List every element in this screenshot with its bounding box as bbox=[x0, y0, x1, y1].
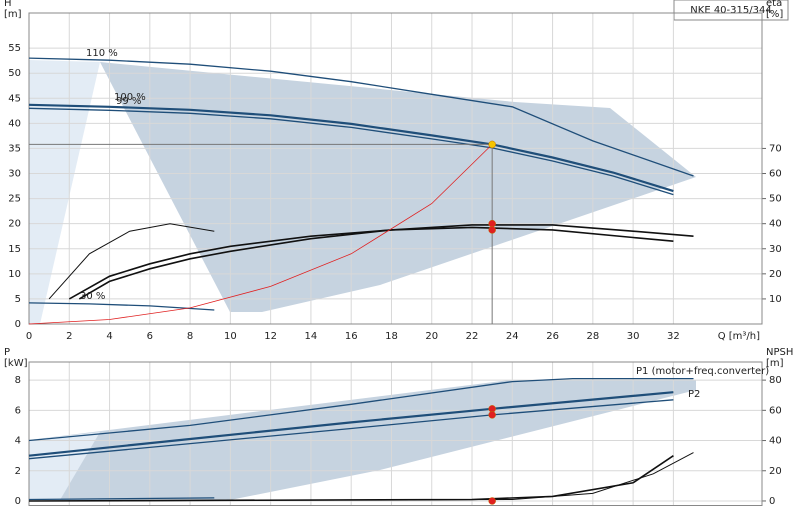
x-tick-label: 8 bbox=[187, 331, 193, 342]
curve-label: P1 (motor+freq.converter) bbox=[636, 366, 769, 377]
y2-tick-label: 80 bbox=[769, 375, 782, 386]
y-tick-label: 50 bbox=[8, 68, 21, 79]
curve-label: P2 bbox=[688, 389, 700, 400]
operating-point bbox=[488, 411, 496, 419]
y2-tick-label: 30 bbox=[769, 244, 782, 255]
y-tick-label: 35 bbox=[8, 143, 21, 154]
y-axis-label: [m] bbox=[4, 9, 22, 20]
y2-tick-label: 20 bbox=[769, 269, 782, 280]
curve-label: 110 % bbox=[86, 48, 118, 59]
curve-label: 100 % bbox=[114, 92, 146, 103]
y-tick-label: 8 bbox=[15, 375, 21, 386]
curve bbox=[28, 399, 674, 460]
y2-tick-label: 50 bbox=[769, 194, 782, 205]
y-tick-label: 10 bbox=[8, 269, 21, 280]
y2-tick-label: 60 bbox=[769, 405, 782, 416]
plot-frame bbox=[28, 361, 763, 506]
x-tick-label: 32 bbox=[667, 331, 680, 342]
x-tick-label: 22 bbox=[466, 331, 479, 342]
curve bbox=[28, 497, 215, 501]
y-tick-label: 25 bbox=[8, 194, 21, 205]
y2-tick-label: 70 bbox=[769, 143, 782, 154]
curve bbox=[28, 107, 674, 196]
y-tick-label: 4 bbox=[15, 436, 21, 447]
y-axis-label: [kW] bbox=[4, 358, 28, 369]
x-tick-label: 12 bbox=[264, 331, 277, 342]
operating-area bbox=[29, 380, 696, 500]
y2-tick-label: 40 bbox=[769, 436, 782, 447]
y-axis-label: H bbox=[4, 0, 12, 9]
y2-tick-label: 20 bbox=[769, 466, 782, 477]
operating-point bbox=[488, 226, 496, 234]
curve bbox=[68, 226, 674, 300]
curve-label: 99 % bbox=[116, 96, 141, 107]
x-tick-label: 16 bbox=[345, 331, 358, 342]
y-tick-label: 0 bbox=[15, 496, 21, 507]
x-axis-label: Q [m³/h] bbox=[718, 331, 760, 342]
y2-axis-label: [%] bbox=[766, 9, 783, 20]
y2-axis-label: eta bbox=[766, 0, 782, 9]
chart-title: NKE 40-315/344 bbox=[690, 5, 771, 16]
operating-point bbox=[488, 219, 496, 228]
y-tick-label: 45 bbox=[8, 93, 21, 104]
y2-axis-label: NPSH bbox=[766, 347, 793, 358]
y2-tick-label: 60 bbox=[769, 169, 782, 180]
x-tick-label: 28 bbox=[586, 331, 599, 342]
y-tick-label: 0 bbox=[15, 319, 21, 330]
y-tick-label: 5 bbox=[15, 294, 21, 305]
y-tick-label: 55 bbox=[8, 43, 21, 54]
x-tick-label: 14 bbox=[305, 331, 318, 342]
y2-tick-label: 0 bbox=[769, 496, 775, 507]
x-tick-label: 2 bbox=[66, 331, 72, 342]
curve bbox=[78, 224, 694, 300]
operating-point bbox=[488, 497, 496, 505]
extended-area bbox=[29, 60, 100, 324]
curve bbox=[28, 391, 674, 457]
y-axis-label: P bbox=[4, 347, 10, 358]
x-tick-label: 18 bbox=[385, 331, 398, 342]
y-tick-label: 2 bbox=[15, 466, 21, 477]
x-tick-label: 0 bbox=[26, 331, 32, 342]
x-tick-label: 20 bbox=[425, 331, 438, 342]
y-tick-label: 6 bbox=[15, 405, 21, 416]
x-tick-label: 30 bbox=[627, 331, 640, 342]
curve bbox=[28, 144, 493, 325]
curve bbox=[48, 223, 215, 300]
y2-axis-label: [m] bbox=[766, 358, 784, 369]
y-tick-label: 20 bbox=[8, 219, 21, 230]
operating-point bbox=[488, 140, 496, 149]
extended-area bbox=[29, 432, 100, 500]
x-tick-label: 10 bbox=[224, 331, 237, 342]
plot-frame bbox=[28, 12, 763, 325]
y-tick-label: 40 bbox=[8, 118, 21, 129]
curve bbox=[28, 377, 694, 442]
x-tick-label: 24 bbox=[506, 331, 519, 342]
x-tick-label: 6 bbox=[147, 331, 153, 342]
curve-label: 30 % bbox=[80, 291, 105, 302]
y-tick-label: 15 bbox=[8, 244, 21, 255]
y-tick-label: 30 bbox=[8, 169, 21, 180]
curve bbox=[28, 57, 694, 177]
y2-tick-label: 40 bbox=[769, 219, 782, 230]
x-tick-label: 26 bbox=[546, 331, 559, 342]
curve bbox=[28, 103, 674, 193]
curve bbox=[28, 452, 694, 502]
x-tick-label: 4 bbox=[106, 331, 112, 342]
curve bbox=[28, 302, 215, 311]
y2-tick-label: 10 bbox=[769, 294, 782, 305]
title-box bbox=[673, 0, 789, 21]
